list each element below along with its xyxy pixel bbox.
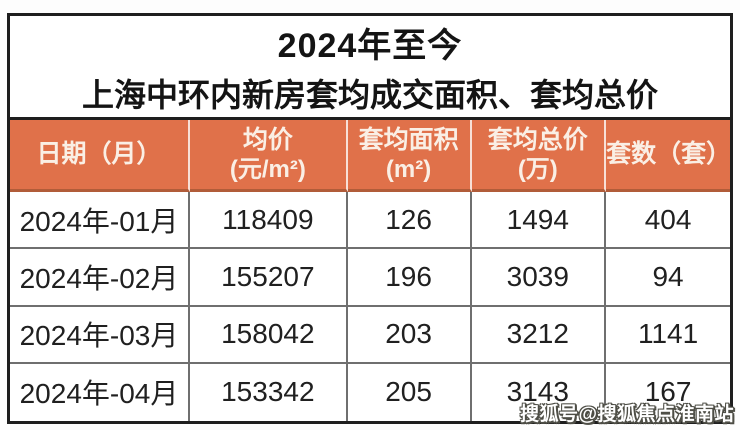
table-cell-avg-total: 3039 <box>471 249 607 307</box>
table-cell-avg-total: 3143 <box>471 363 607 421</box>
header-avg-price-unit: (元/m²) <box>229 156 306 184</box>
header-avg-area-unit: (m²) <box>385 156 432 184</box>
table-cell-date: 2024年-04月 <box>10 363 190 421</box>
table-cell-avg-price: 155207 <box>190 249 348 307</box>
table-cell-units: 167 <box>606 363 730 421</box>
table-cell-avg-total: 1494 <box>471 192 607 250</box>
header-cell-avg-total: 套均总价 (万) <box>471 120 607 192</box>
table-cell-date: 2024年-03月 <box>10 306 190 364</box>
header-avg-area-label: 套均面积 <box>358 125 459 154</box>
table-cell-avg-area: 203 <box>347 306 472 364</box>
table-cell-units: 404 <box>606 192 730 250</box>
title-block: 2024年至今 上海中环内新房套均成交面积、套均总价 <box>10 16 730 120</box>
title-line-2: 上海中环内新房套均成交面积、套均总价 <box>81 76 658 113</box>
table-cell-avg-price: 118409 <box>190 192 348 250</box>
title-line-1: 2024年至今 <box>277 26 463 65</box>
header-cell-avg-area: 套均面积 (m²) <box>347 120 472 192</box>
sohu-watermark: 搜狐号@搜狐焦点淮南站 <box>519 404 734 425</box>
header-date-label: 日期（月） <box>36 140 162 169</box>
header-avg-price-label: 均价 <box>242 125 293 154</box>
data-table: 日期（月） 均价 (元/m²) 套均面积 (m²) 套均总价 (万) 套数（套）… <box>10 120 732 421</box>
table-cell-units: 1141 <box>606 306 730 364</box>
header-avg-total-unit: (万) <box>517 156 558 184</box>
data-table-card: 2024年至今 上海中环内新房套均成交面积、套均总价 日期（月） 均价 (元/m… <box>7 13 733 424</box>
table-cell-avg-price: 153342 <box>190 363 348 421</box>
header-cell-avg-price: 均价 (元/m²) <box>190 120 348 192</box>
header-cell-units: 套数（套） <box>606 120 732 192</box>
header-avg-total-label: 套均总价 <box>487 125 588 154</box>
table-cell-avg-area: 205 <box>347 363 472 421</box>
header-cell-date: 日期（月） <box>10 120 190 192</box>
header-units-label: 套数（套） <box>606 140 732 169</box>
table-cell-avg-price: 158042 <box>190 306 348 364</box>
table-cell-avg-area: 126 <box>347 192 472 250</box>
table-cell-date: 2024年-01月 <box>10 192 190 250</box>
table-cell-date: 2024年-02月 <box>10 249 190 307</box>
table-cell-avg-area: 196 <box>347 249 472 307</box>
table-cell-avg-total: 3212 <box>471 306 607 364</box>
table-cell-units: 94 <box>606 249 730 307</box>
